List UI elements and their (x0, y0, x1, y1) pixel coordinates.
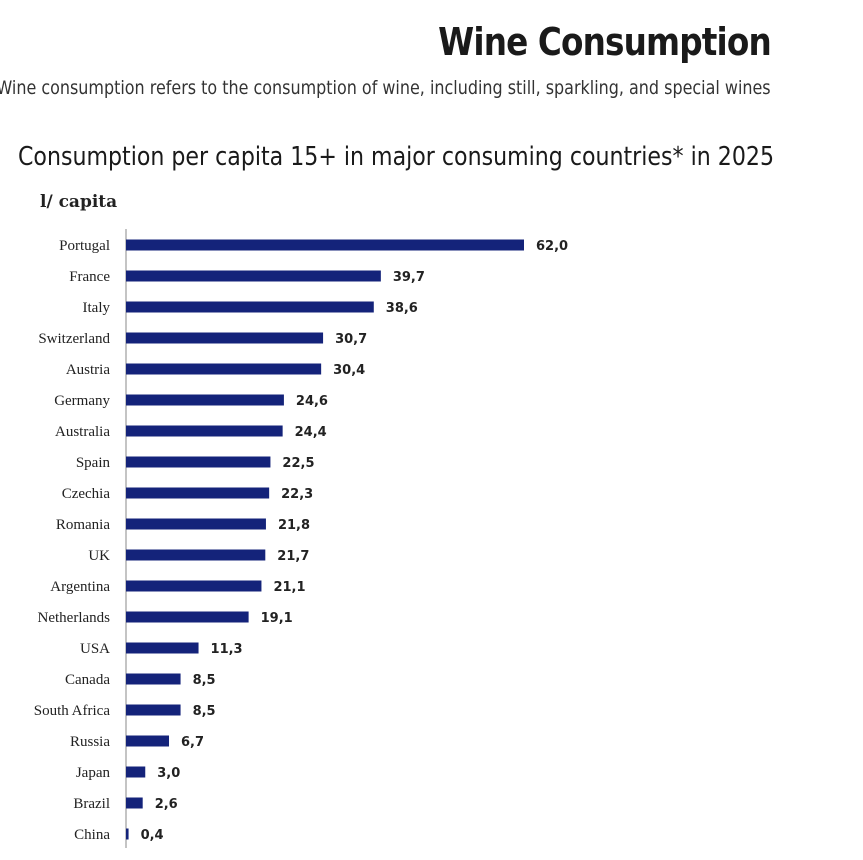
bar (126, 704, 181, 716)
value-label: 21,1 (273, 580, 305, 595)
category-label: Argentina (50, 579, 110, 595)
bar (126, 611, 249, 623)
value-label: 6,7 (181, 735, 204, 750)
value-label: 30,4 (333, 363, 365, 378)
bar (126, 332, 324, 344)
value-label: 21,8 (278, 518, 310, 533)
page-title: Wine Consumption (438, 20, 772, 64)
value-label: 19,1 (261, 611, 293, 626)
chart-title: Consumption per capita 15+ in major cons… (18, 142, 775, 172)
bar (126, 797, 143, 809)
value-label: 24,4 (295, 425, 327, 440)
category-label: USA (80, 641, 110, 657)
category-label: UK (88, 548, 110, 564)
value-label: 0,4 (141, 828, 164, 843)
category-label: Japan (76, 765, 111, 781)
category-label: China (74, 827, 110, 843)
category-label: South Africa (34, 703, 111, 719)
unit-label: l/ capita (40, 192, 118, 212)
value-label: 39,7 (393, 270, 425, 285)
value-label: 22,3 (281, 487, 313, 502)
category-label: Austria (66, 362, 111, 378)
value-label: 3,0 (157, 766, 180, 781)
bar (126, 270, 381, 282)
bar (126, 425, 283, 437)
value-label: 22,5 (282, 456, 314, 471)
value-label: 11,3 (211, 642, 243, 657)
category-label: Brazil (73, 796, 110, 812)
category-label: Portugal (59, 238, 110, 254)
value-label: 30,7 (335, 332, 367, 347)
bar (126, 828, 129, 840)
bar (126, 363, 322, 375)
category-label: Czechia (62, 486, 111, 502)
value-label: 8,5 (193, 704, 216, 719)
bar (126, 394, 284, 406)
bar-chart: Portugal 62,0 France 39,7 Italy 38,6 Switzerla… (34, 229, 568, 848)
value-label: 21,7 (277, 549, 309, 564)
page-subtitle: Wine consumption refers to the consumpti… (0, 77, 771, 99)
bar (126, 642, 199, 654)
value-label: 2,6 (155, 797, 178, 812)
category-label: Australia (55, 424, 110, 440)
category-label: Canada (65, 672, 110, 688)
value-label: 24,6 (296, 394, 328, 409)
category-label: Netherlands (38, 610, 111, 626)
category-label: France (69, 269, 110, 285)
value-label: 62,0 (536, 239, 568, 254)
category-label: Spain (76, 455, 111, 471)
bar (126, 487, 270, 499)
bar (126, 239, 524, 251)
category-label: Germany (54, 393, 110, 409)
category-label: Romania (56, 517, 110, 533)
bar (126, 301, 374, 313)
bar (126, 673, 181, 685)
bar (126, 735, 170, 747)
value-label: 8,5 (193, 673, 216, 688)
value-label: 38,6 (386, 301, 418, 316)
bar (126, 549, 266, 561)
category-label: Switzerland (38, 331, 110, 347)
bar (126, 766, 146, 778)
bar (126, 456, 271, 468)
bar (126, 580, 262, 592)
category-label: Italy (83, 300, 111, 316)
bar (126, 518, 266, 530)
category-label: Russia (70, 734, 110, 750)
